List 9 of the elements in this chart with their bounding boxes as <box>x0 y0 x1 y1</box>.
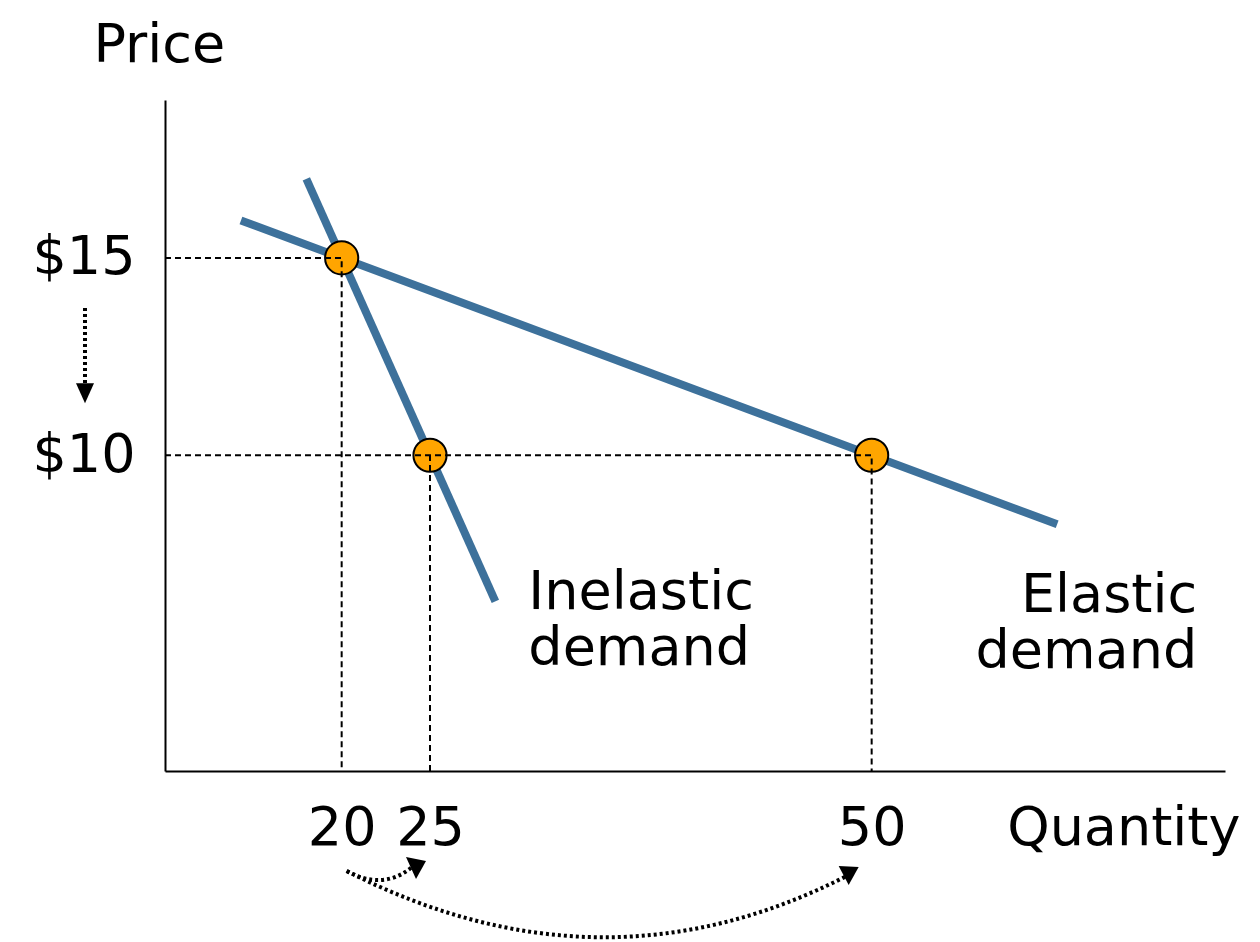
y-axis-title: Price <box>93 11 226 75</box>
series-label: Inelastic demand <box>528 559 754 679</box>
x-tick-label: 50 <box>837 794 907 858</box>
x-axis-title: Quantity <box>1007 794 1241 858</box>
x-tick-label: 20 <box>307 794 377 858</box>
series-label: Elastic demand <box>975 562 1198 682</box>
x-tick-label: 25 <box>396 794 465 858</box>
y-tick-label: $10 <box>32 421 136 485</box>
y-tick-label: $15 <box>32 224 136 288</box>
